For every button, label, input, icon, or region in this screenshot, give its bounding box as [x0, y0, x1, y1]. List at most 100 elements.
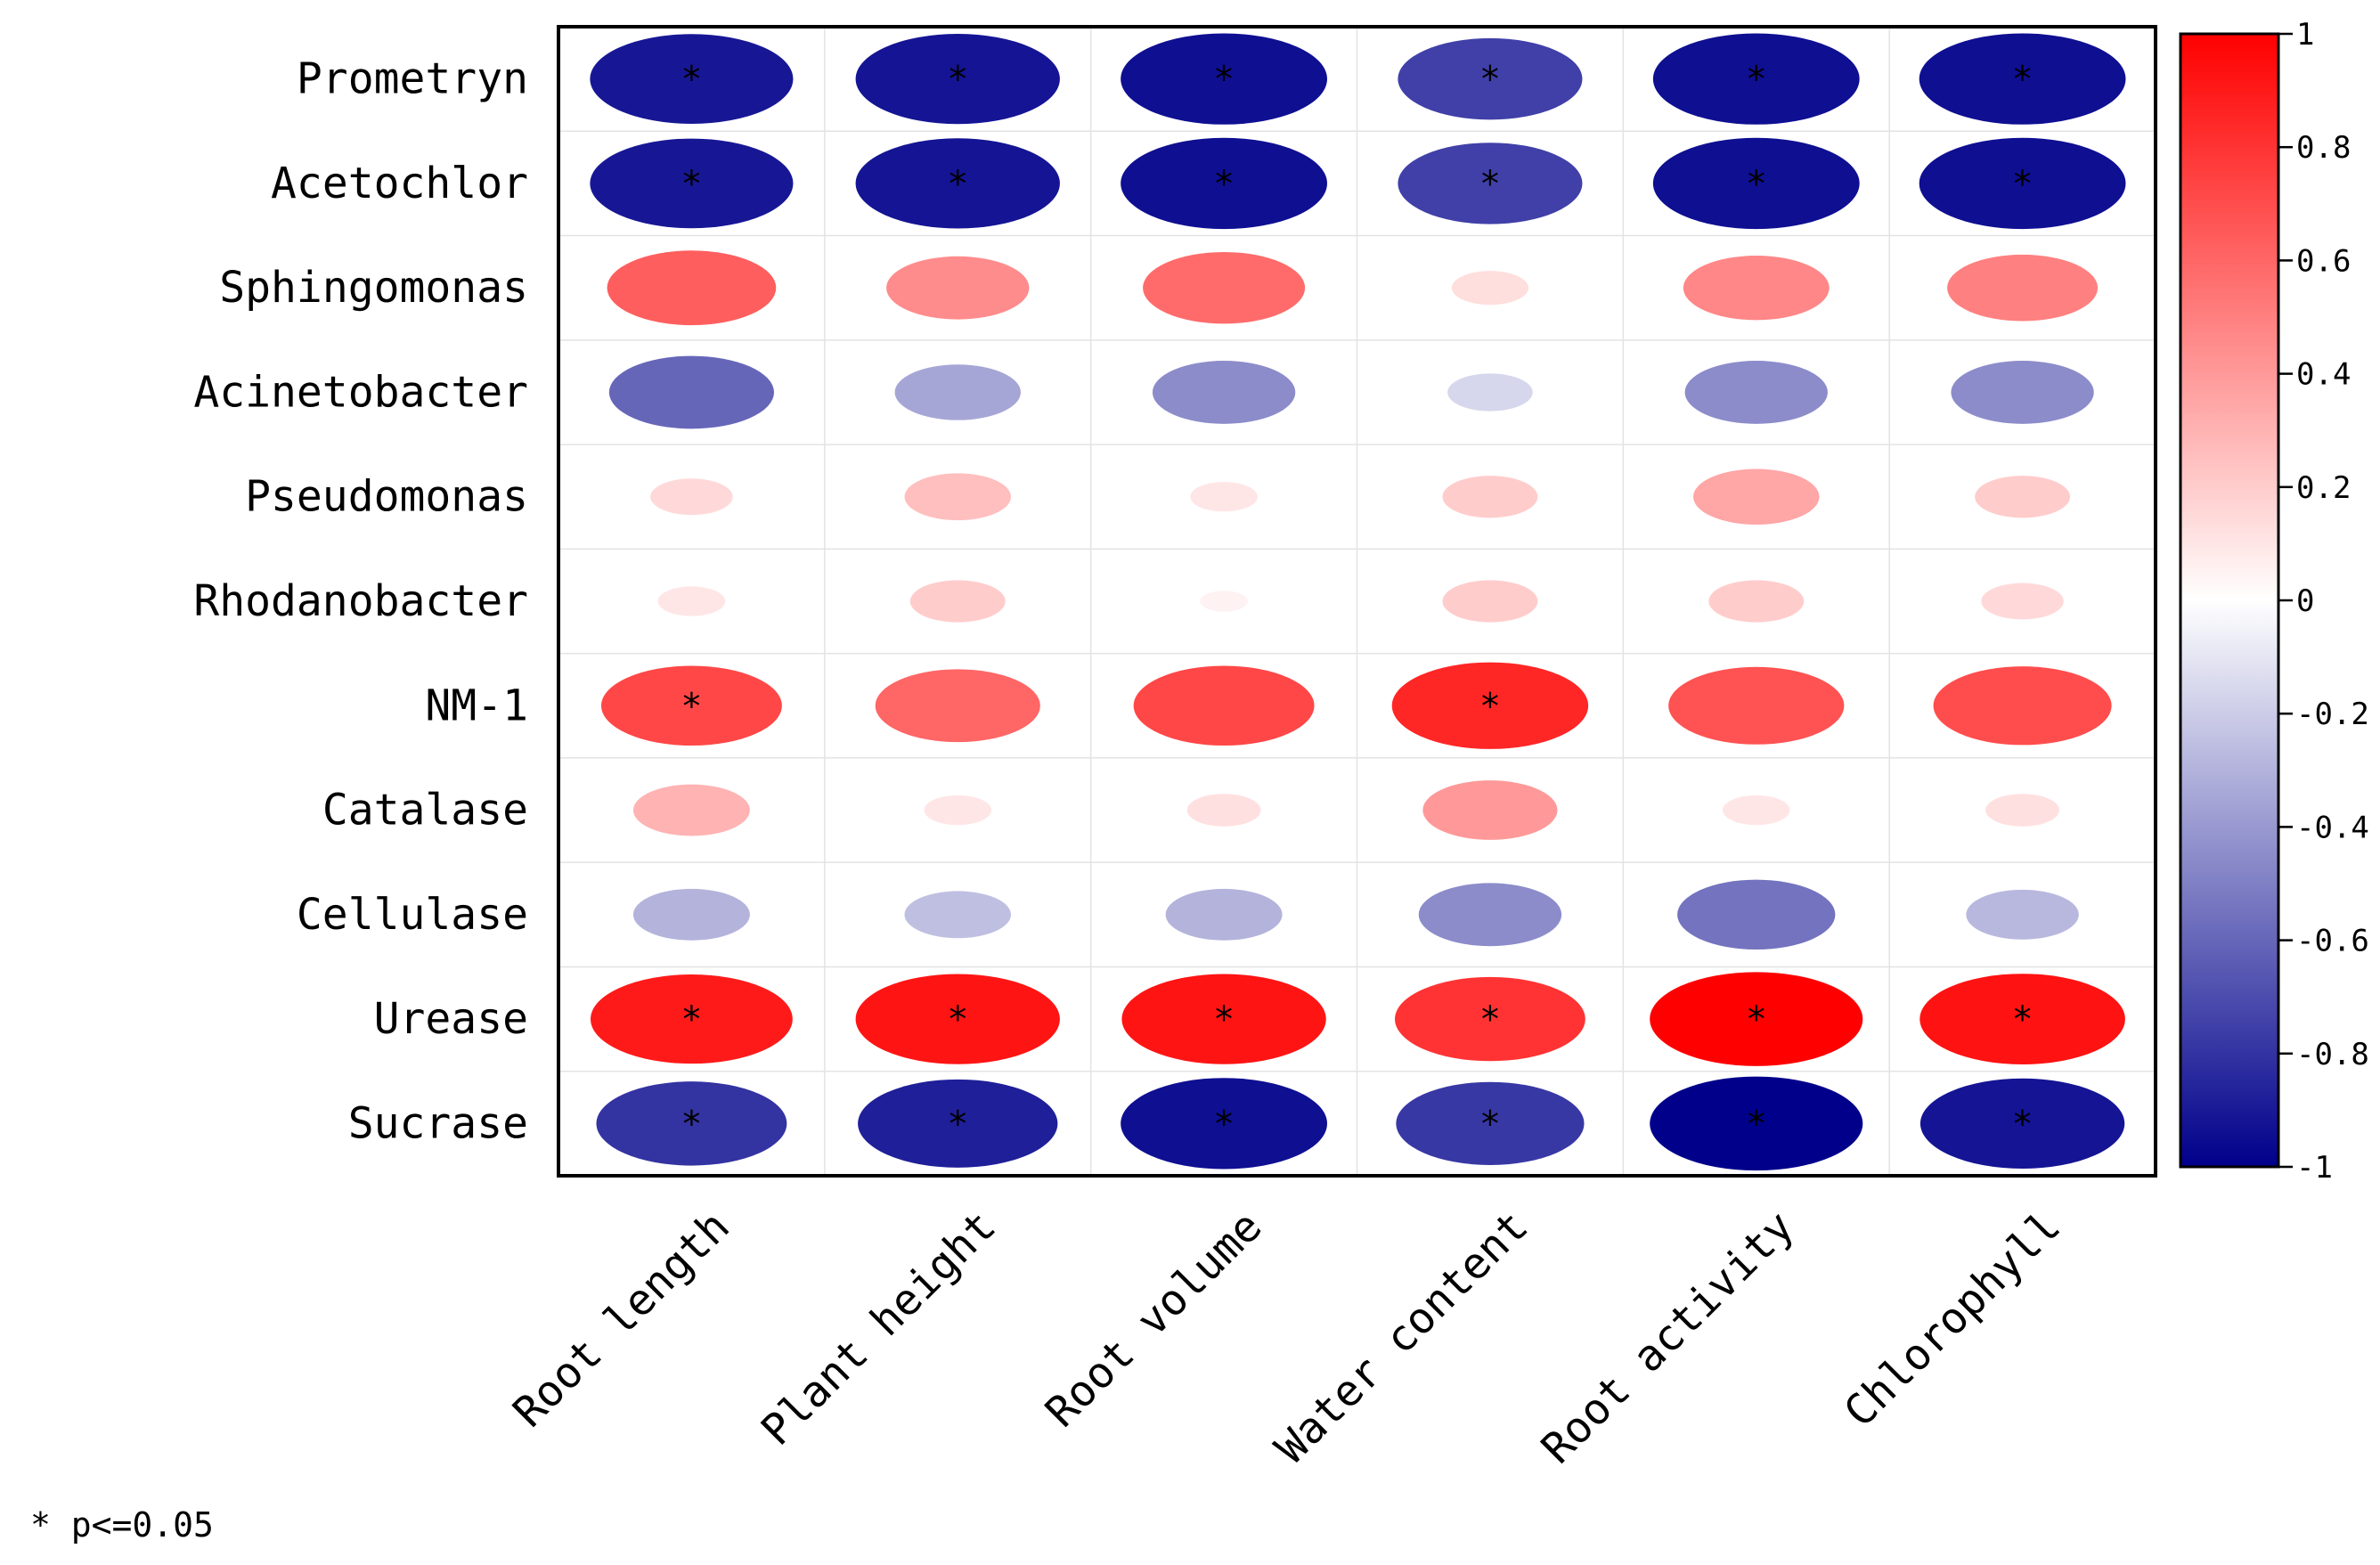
significance-marker: *	[2012, 60, 2034, 101]
row-label: Cellulase	[297, 890, 528, 940]
row-label: NM-1	[425, 681, 528, 730]
correlation-bubble	[855, 974, 1060, 1064]
significance-marker: *	[1213, 60, 1235, 101]
correlation-bubble	[1985, 794, 2059, 827]
colorbar-tick-label: 1	[2296, 17, 2314, 53]
row-label: Pseudomonas	[245, 472, 528, 522]
significance-marker: *	[947, 164, 968, 205]
significance-marker: *	[1746, 999, 1767, 1040]
colorbar-tick-label: 0.8	[2296, 130, 2351, 166]
column-label: Chlorophyll	[1835, 1202, 2070, 1437]
correlation-bubble	[1708, 580, 1805, 623]
column-label: Root length	[504, 1202, 739, 1437]
correlation-bubble	[1451, 271, 1529, 306]
correlation-bubble	[1442, 476, 1538, 518]
correlation-bubble	[909, 580, 1006, 623]
correlation-bubble	[1951, 361, 2094, 424]
significance-marker: *	[1213, 1104, 1235, 1145]
correlation-bubble	[1650, 972, 1863, 1066]
correlation-bubble	[1121, 137, 1327, 230]
column-label: Plant height	[752, 1202, 1006, 1455]
correlation-bubble	[1143, 251, 1306, 324]
colorbar	[2179, 32, 2280, 1169]
row-label: Prometryn	[297, 54, 528, 104]
row-label: Urease	[374, 994, 528, 1044]
correlation-bubble	[1933, 666, 2112, 746]
correlation-bubble	[1395, 976, 1585, 1062]
colorbar-tick-label: 0.2	[2296, 470, 2351, 506]
significance-marker: *	[1213, 999, 1235, 1040]
correlation-bubble	[858, 1079, 1058, 1168]
significance-marker: *	[681, 686, 702, 727]
significance-marker: *	[1746, 164, 1767, 205]
significance-marker: *	[681, 999, 702, 1040]
colorbar-tick-label: 0.6	[2296, 243, 2351, 279]
colorbar-tick-label: -1	[2296, 1150, 2333, 1186]
correlation-bubble	[1121, 1078, 1327, 1170]
significance-marker: *	[1746, 60, 1767, 101]
correlation-bubble	[886, 256, 1030, 320]
row-label: Sphingomonas	[219, 263, 528, 313]
correlation-bubble	[1121, 33, 1327, 125]
row-label: Sucrase	[348, 1098, 528, 1148]
colorbar-tick-label: 0	[2296, 583, 2314, 619]
correlation-bubble	[596, 1081, 787, 1166]
correlation-bubble	[632, 784, 750, 836]
correlation-bubble	[1919, 33, 2126, 125]
correlation-bubble	[1668, 666, 1845, 745]
correlation-bubble	[904, 473, 1012, 521]
significance-marker: *	[1479, 60, 1501, 101]
significance-marker: *	[1479, 999, 1501, 1040]
significance-marker: *	[1479, 686, 1501, 727]
correlation-bubble	[1442, 580, 1538, 623]
correlation-bubble	[657, 586, 726, 616]
significance-marker: *	[1213, 164, 1235, 205]
correlation-bubble	[875, 669, 1040, 743]
colorbar-tick-label: -0.4	[2296, 810, 2369, 845]
correlation-bubble	[1684, 361, 1828, 424]
correlation-bubble	[1652, 137, 1860, 230]
column-label: Root activity	[1532, 1202, 1804, 1473]
correlation-bubble	[590, 138, 794, 229]
correlation-bubble	[1722, 795, 1790, 826]
significance-marker: *	[681, 60, 702, 101]
significance-marker: *	[1479, 164, 1501, 205]
correlation-bubble	[1447, 373, 1533, 412]
significance-marker: *	[947, 1104, 968, 1145]
correlation-bubble	[600, 665, 782, 746]
significance-marker: *	[1479, 1104, 1501, 1145]
correlation-bubble	[1398, 143, 1583, 224]
correlation-bubble	[1200, 591, 1248, 612]
correlation-bubble	[1947, 254, 2099, 322]
correlation-bubble	[632, 888, 750, 941]
correlation-bubble	[1693, 469, 1820, 525]
correlation-bubble	[650, 478, 733, 516]
row-label: Catalase	[322, 786, 528, 835]
correlation-bubble	[1981, 583, 2064, 620]
correlation-bubble	[1165, 888, 1283, 941]
significance-marker: *	[1746, 1104, 1767, 1145]
correlation-bubble	[1677, 879, 1836, 950]
correlation-bubble	[1919, 974, 2125, 1064]
colorbar-tick-label: -0.6	[2296, 924, 2369, 959]
colorbar-tick-label: -0.2	[2296, 697, 2369, 732]
significance-footnote: * p<=0.05	[30, 1505, 214, 1545]
correlation-bubble	[608, 355, 775, 429]
correlation-bubble	[1186, 794, 1261, 827]
row-label: Rhodanobacter	[193, 576, 528, 626]
correlation-bubble	[1133, 665, 1315, 746]
correlation-bubble	[1650, 1076, 1863, 1171]
correlation-bubble	[1422, 780, 1558, 840]
correlation-bubble	[1398, 37, 1583, 120]
correlation-bubble	[1966, 889, 2079, 940]
row-label: Acinetobacter	[193, 367, 528, 417]
correlation-bubble	[855, 138, 1060, 229]
correlation-bubble	[855, 34, 1060, 125]
column-label: Root volume	[1036, 1202, 1271, 1437]
row-label: Acetochlor	[271, 159, 528, 208]
correlation-bubble	[1396, 1081, 1585, 1165]
column-label: Water content	[1266, 1202, 1537, 1473]
correlation-bubble	[1190, 482, 1258, 512]
